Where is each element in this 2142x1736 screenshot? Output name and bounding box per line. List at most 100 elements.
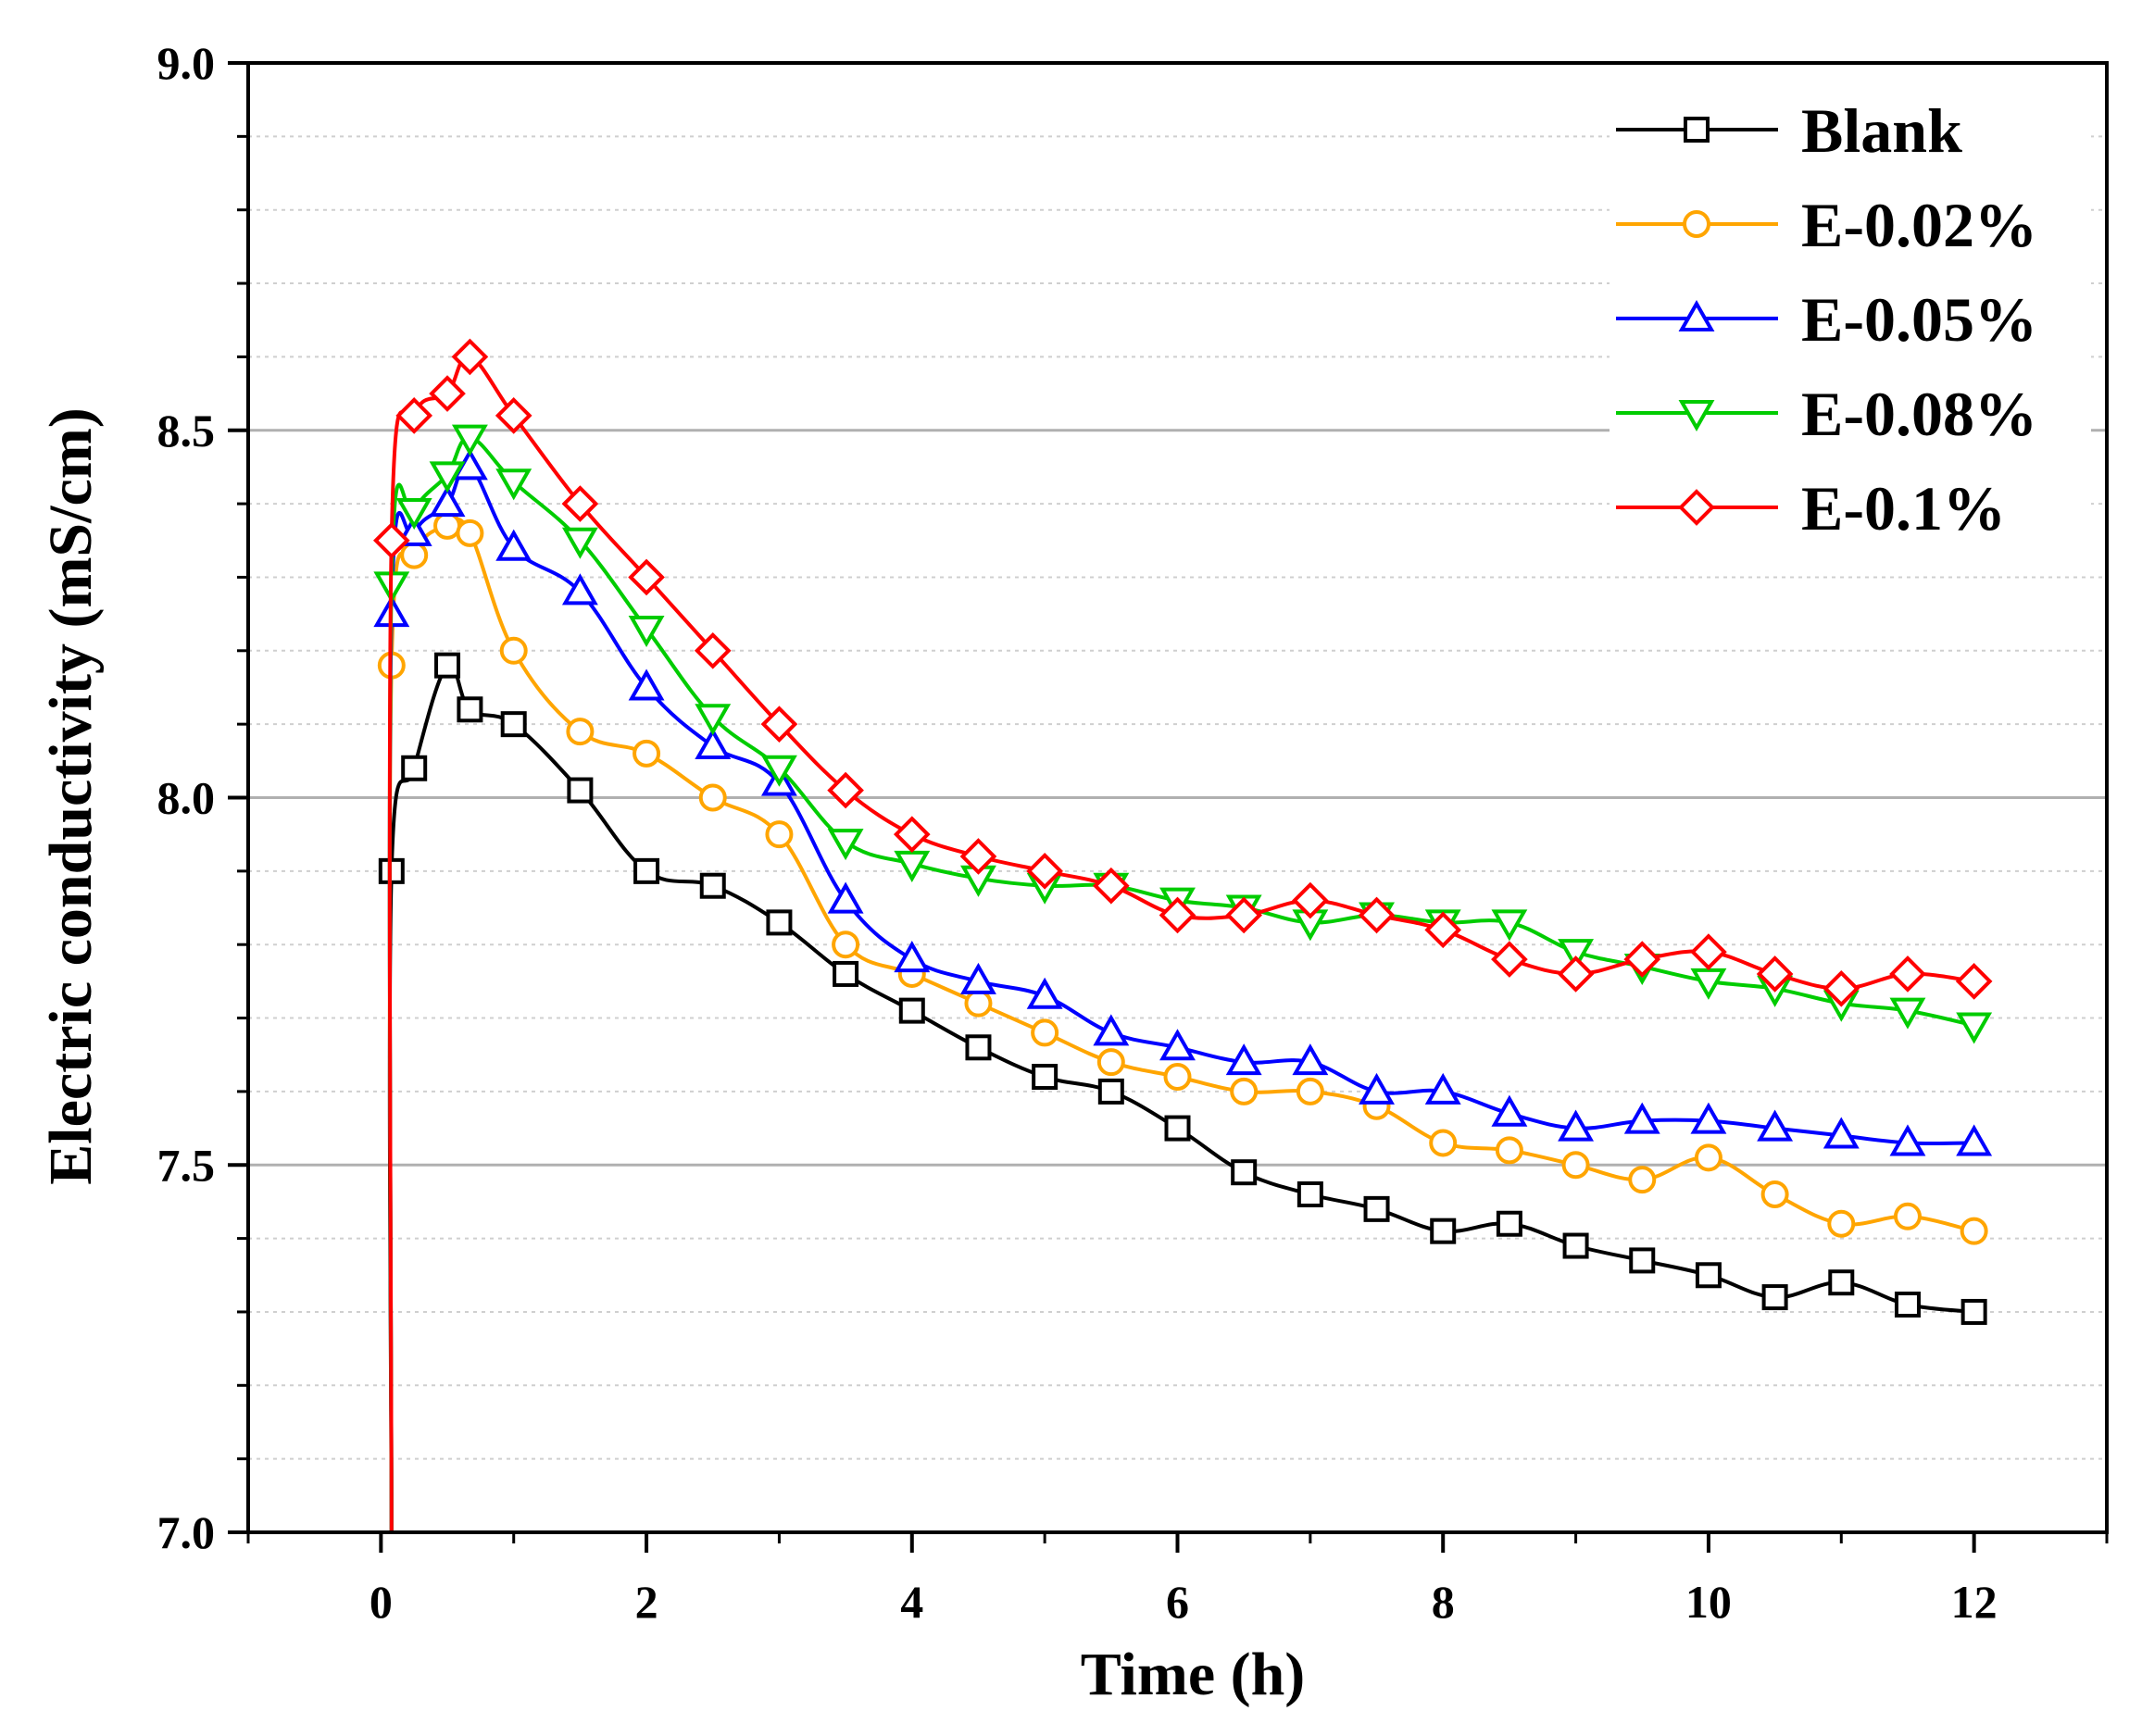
data-point (1097, 1078, 1124, 1105)
legend-label: E-0.02% (1801, 190, 2037, 260)
legend-label: E-0.1% (1801, 473, 2006, 543)
data-point (1960, 1217, 1988, 1245)
data-point (760, 755, 797, 787)
data-point (1828, 1269, 1855, 1296)
data-point (1358, 896, 1396, 934)
data-point (1031, 1018, 1059, 1047)
data-point (434, 652, 461, 679)
data-point (429, 485, 466, 518)
data-point (694, 631, 732, 669)
y-tick-label: 7.5 (157, 1139, 216, 1191)
series-line (387, 435, 1975, 1532)
data-point (561, 485, 599, 522)
legend-label: Blank (1801, 95, 1962, 166)
x-tick-label: 12 (1951, 1576, 1998, 1628)
data-point (628, 668, 665, 701)
data-point (395, 397, 433, 434)
legend: Blank E-0.02% E-0.05% E-0.08% E-0.1% (1610, 93, 2091, 556)
axes-layer: 0 2 4 6 8 10 12 7.0 7.5 8.0 8.5 9.0 (157, 37, 2109, 1628)
data-point (695, 727, 732, 759)
data-point (1889, 955, 1926, 993)
data-point (894, 941, 931, 973)
data-point (827, 771, 864, 809)
grid-layer (248, 135, 2107, 1460)
x-tick-label: 4 (900, 1576, 923, 1628)
data-point (1757, 1109, 1794, 1142)
data-point (1495, 1136, 1523, 1165)
data-point (964, 989, 993, 1018)
data-point (1889, 1124, 1926, 1156)
data-point (1827, 1209, 1856, 1238)
data-point (457, 696, 483, 723)
data-point (567, 777, 594, 804)
data-point (1159, 896, 1196, 934)
data-point (1491, 1094, 1528, 1127)
data-point (372, 521, 410, 559)
series-group (377, 511, 1988, 1532)
data-point (893, 816, 931, 854)
data-point (1690, 933, 1727, 970)
data-point (833, 960, 859, 987)
legend-marker (1678, 400, 1715, 432)
data-point (628, 558, 665, 596)
y-tick-label: 9.0 (157, 37, 216, 89)
legend-marker (1678, 489, 1715, 526)
data-point (1889, 997, 1926, 1030)
data-point (433, 511, 462, 540)
series-group (378, 652, 1987, 1532)
data-point (1694, 1143, 1722, 1172)
data-point (1695, 1262, 1722, 1289)
data-point (1026, 853, 1063, 890)
data-point (500, 711, 527, 738)
data-point (561, 573, 598, 606)
data-point (1096, 1048, 1125, 1077)
data-point (898, 997, 925, 1024)
data-point (1557, 955, 1595, 993)
data-point (1363, 1195, 1390, 1222)
data-point (695, 704, 732, 736)
series-line (387, 518, 1975, 1532)
x-axis-title: Time (h) (1081, 1641, 1306, 1708)
legend-marker (1678, 299, 1715, 331)
data-point (561, 527, 598, 559)
data-point (1558, 1109, 1595, 1142)
data-point (1623, 941, 1661, 978)
data-point (1092, 867, 1130, 905)
x-tick-label: 8 (1432, 1576, 1455, 1628)
data-point (1894, 1292, 1921, 1318)
data-point (1823, 969, 1860, 1007)
data-point (1823, 1117, 1860, 1149)
data-point (965, 1034, 992, 1061)
data-point (1159, 1029, 1196, 1061)
series-group (373, 448, 1993, 1532)
data-point (1032, 1064, 1058, 1091)
data-point (1956, 1012, 1993, 1044)
data-point (1164, 1115, 1191, 1142)
series-layer (372, 338, 1993, 1532)
data-point (1491, 941, 1528, 978)
y-tick-label: 7.0 (157, 1506, 216, 1558)
data-point (495, 529, 532, 561)
data-point (451, 338, 489, 376)
x-tick-label: 10 (1685, 1576, 1732, 1628)
data-point (699, 872, 726, 899)
data-point (566, 718, 595, 746)
data-point (1163, 1063, 1192, 1092)
data-point (760, 706, 798, 743)
data-point (1296, 1180, 1323, 1207)
data-point (456, 518, 484, 547)
legend-marker (1684, 117, 1710, 143)
data-point (495, 397, 532, 434)
y-tick-label: 8.0 (157, 772, 216, 824)
data-point (1429, 1129, 1458, 1157)
series-line (387, 661, 1974, 1532)
data-point (1225, 1043, 1262, 1076)
data-point (1093, 1014, 1130, 1046)
data-point (451, 424, 488, 456)
data-point (959, 838, 997, 875)
data-point (1430, 1218, 1457, 1244)
data-point (1225, 896, 1263, 934)
data-point (1756, 955, 1794, 993)
